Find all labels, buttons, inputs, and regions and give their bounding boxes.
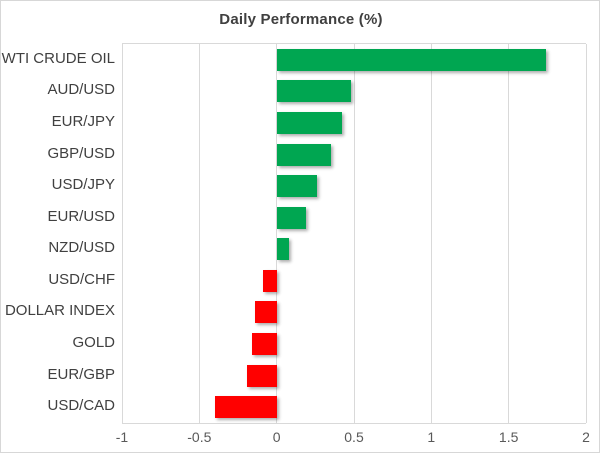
bar-usd-chf [262, 269, 277, 292]
x-tick-label: 2 [582, 429, 590, 445]
category-label: GBP/USD [47, 144, 115, 162]
bar-eur-usd [276, 206, 307, 229]
bar-gbp-usd [276, 143, 331, 166]
bar-eur-jpy [276, 111, 342, 134]
category-label: GOLD [72, 334, 115, 352]
gridline [198, 44, 200, 423]
gridline [508, 44, 510, 423]
plot-area [121, 43, 587, 424]
category-label: EUR/GBP [47, 365, 115, 383]
gridline [430, 44, 432, 423]
bar-usd-jpy [276, 175, 317, 198]
bar-eur-gbp [247, 364, 277, 387]
bar-dollar-index [255, 301, 277, 324]
bar-wti-crude-oil [276, 48, 546, 71]
category-label: AUD/USD [47, 81, 115, 99]
category-label: USD/CHF [48, 270, 115, 288]
category-label: DOLLAR INDEX [4, 302, 115, 320]
x-tick-label: -1 [115, 429, 129, 445]
x-tick-label: 1.5 [498, 429, 519, 445]
category-label: USD/JPY [51, 176, 115, 194]
chart-title: Daily Performance (%) [219, 11, 383, 28]
bar-aud-usd [276, 80, 351, 103]
category-label: EUR/USD [47, 207, 115, 225]
x-tick-label: 0 [272, 429, 281, 445]
category-label: EUR/JPY [51, 112, 115, 130]
gridline [585, 44, 587, 423]
x-tick-label: -0.5 [187, 429, 212, 445]
category-label: WTI CRUDE OIL [1, 49, 115, 67]
category-label: USD/CAD [47, 397, 115, 415]
bar-gold [251, 333, 277, 356]
bar-usd-cad [214, 396, 277, 419]
gridline [353, 44, 355, 423]
x-tick-label: 1 [427, 429, 436, 445]
category-label: NZD/USD [48, 239, 115, 257]
gridline [121, 44, 123, 423]
x-tick-label: 0.5 [344, 429, 364, 445]
bar-nzd-usd [276, 238, 290, 261]
gridline [276, 44, 278, 423]
